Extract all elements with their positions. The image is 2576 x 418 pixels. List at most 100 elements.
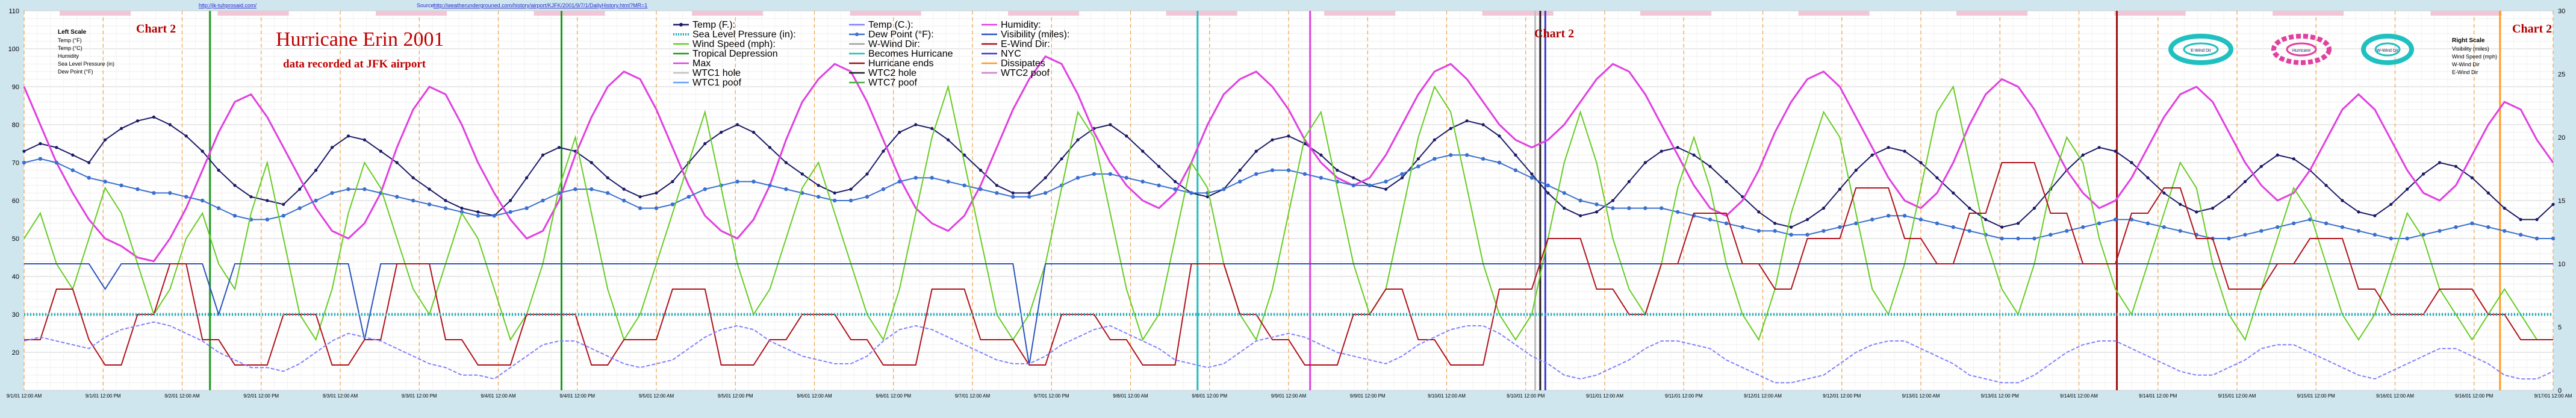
series-point [103,179,107,184]
day-band [1640,11,1712,16]
series-point [1870,153,1874,157]
series-point [2146,176,2150,179]
chart-subtitle: data recorded at JFK airport [283,58,426,70]
legend-entry: WTC2 hole [849,68,916,78]
series-point [200,198,205,203]
series-point [1903,149,1906,153]
series-point [2503,229,2507,233]
right-tick-label: 10 [2558,261,2565,268]
right-tick-label: 25 [2558,71,2565,78]
series-point [330,191,334,195]
series-point [784,161,788,164]
series-point [443,206,448,210]
series-point [1157,183,1161,187]
series-point [1530,172,1534,176]
day-band [2430,11,2502,16]
series-point [2470,176,2474,179]
series-point [1157,164,1161,168]
series-point [2535,217,2539,222]
x-tick-label: 9/6/01 12:00 AM [797,393,832,399]
series-point [897,179,902,184]
x-tick-label: 9/17/01 12:00 AM [2534,393,2572,399]
left-axis-ticks: 20 30 40 50 60 70 80 90 100 110 [8,8,19,357]
series-point [1935,221,1940,225]
source-label: Source: [417,2,435,8]
x-tick-label: 9/2/01 12:00 AM [164,393,200,399]
series-point [1725,179,1728,184]
right-tick-label: 30 [2558,8,2565,15]
series-point [622,187,626,191]
x-tick-label: 9/13/01 12:00 PM [1981,393,2019,399]
series-point [1189,191,1193,195]
series-point [703,187,707,192]
series-point [119,126,123,130]
series-point [784,187,788,192]
x-tick-label: 9/3/01 12:00 AM [323,393,358,399]
source-link[interactable]: http://weatherundergrouned.com/history/a… [434,2,647,8]
right-scale-item: Wind Speed (mph) [2452,54,2497,60]
series-point [135,187,140,192]
event-lines [209,11,2501,390]
series-point [817,184,820,187]
x-tick-label: 9/5/01 12:00 PM [718,393,753,399]
series-point [1400,172,1404,176]
right-tick-label: 0 [2558,387,2562,395]
series-point [1206,195,1209,199]
x-tick-label: 9/9/01 12:00 AM [1271,393,1307,399]
legend-entry: WTC2 poof [982,68,1050,78]
series-point [2114,149,2117,153]
left-tick-label: 80 [12,122,19,129]
series-point [2195,210,2198,214]
series-point [1141,149,1145,153]
x-tick-label: 9/16/01 12:00 AM [2376,393,2414,399]
series-point [1886,214,1891,218]
left-scale-title: Left Scale [58,29,87,36]
legend-entry: Max [673,58,711,69]
series-point [1854,169,1858,172]
x-tick-label: 9/16/01 12:00 PM [2455,393,2493,399]
right-tick-label: 20 [2558,134,2565,142]
series-point [2518,232,2523,237]
series-point [71,153,75,157]
series-point [2227,236,2231,241]
series-point [978,187,983,192]
series-point [427,202,432,207]
x-tick-label: 9/12/01 12:00 AM [1744,393,1782,399]
series-point [1433,138,1436,142]
left-scale-item: Temp (°C) [58,45,82,51]
legend-label: WTC1 poof [692,78,741,88]
series-point [168,191,172,195]
header-link[interactable]: http://jk-tuhprosaid.com/ [199,2,257,8]
legend-label: E-Wind Dir: [1001,39,1050,49]
series-point [476,210,480,214]
series-point [54,160,59,165]
series-point [1140,179,1145,184]
series-point [865,172,869,176]
series-point [233,184,237,187]
series-point [395,161,399,164]
legend-label: Dissipates [1001,58,1045,69]
series-point [849,187,853,191]
series-point [1952,191,1955,195]
series-point [1044,176,1047,179]
series-point [217,169,220,172]
series-point [1773,222,1777,225]
series-point [1513,168,1518,172]
series-point [87,176,91,180]
e-wind-dir-icon: E-Wind Dir [2168,34,2233,65]
series-point [1254,149,1258,153]
series-point [2551,202,2555,206]
series-point [1546,183,1550,187]
series-point [2438,161,2442,164]
series-point [1092,172,1097,176]
series-point [1790,225,1793,229]
legend-entry: Dew Point (°F): [849,30,934,40]
series-point [768,183,772,187]
x-tick-label: 9/9/01 12:00 PM [1350,393,1386,399]
series-point [152,191,156,195]
day-band [2273,11,2344,16]
series-point [541,153,545,157]
day-band [2114,11,2186,16]
series-point [1076,138,1080,142]
